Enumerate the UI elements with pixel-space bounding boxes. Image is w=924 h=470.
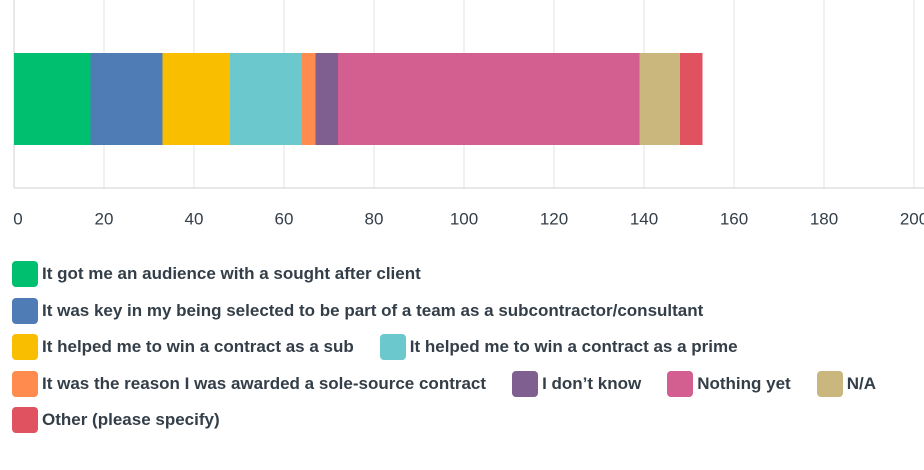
bar-segment (338, 53, 640, 145)
bar-segment (680, 53, 703, 145)
legend-swatch (816, 370, 843, 397)
legend-label: I don’t know (542, 373, 642, 393)
legend-item: It helped me to win a contract as a prim… (379, 329, 738, 366)
x-tick-label: 20 (95, 209, 114, 228)
x-tick-label: 80 (365, 209, 384, 228)
legend-swatch (12, 261, 38, 288)
legend-label: It got me an audience with a sought afte… (42, 264, 421, 284)
x-tick-label: 60 (275, 209, 294, 228)
bar-segment (302, 53, 316, 145)
bar-segment (90, 53, 163, 145)
legend-label: It helped me to win a contract as a prim… (409, 337, 738, 357)
legend-label: N/A (846, 373, 876, 393)
legend-item: Other (please specify) (12, 402, 220, 439)
legend-label: Other (please specify) (42, 410, 220, 430)
legend-swatch (12, 297, 38, 324)
bar-segment (162, 53, 230, 145)
legend-item: It was the reason I was awarded a sole-s… (12, 366, 486, 403)
x-tick-label: 40 (185, 209, 204, 228)
legend-item: It got me an audience with a sought afte… (12, 256, 421, 293)
chart: 0 20 40 60 80 100 120 140 160 180 200 (13, 0, 924, 228)
bar-segment (639, 53, 680, 145)
legend-swatch (667, 370, 694, 397)
bar-segment (315, 53, 338, 145)
legend-item: It was key in my being selected to be pa… (12, 293, 703, 330)
x-tick-label: 100 (450, 209, 478, 228)
legend-swatch (12, 334, 38, 361)
legend-item: N/A (816, 366, 876, 403)
legend-swatch (512, 370, 539, 397)
x-tick-label: 180 (810, 209, 838, 228)
bar-segment (14, 53, 91, 145)
x-tick-label: 0 (13, 209, 22, 228)
legend-item: I don’t know (512, 366, 641, 403)
x-tick-label: 160 (720, 209, 748, 228)
bar-segment (230, 53, 302, 145)
x-tick-label: 140 (630, 209, 658, 228)
legend-label: Nothing yet (697, 373, 791, 393)
x-tick-label: 120 (540, 209, 568, 228)
legend-item: It helped me to win a contract as a sub (12, 329, 354, 366)
legend: It got me an audience with a sought afte… (12, 256, 924, 439)
x-tick-label: 200 (900, 209, 924, 228)
legend-swatch (379, 334, 406, 361)
legend-item: Nothing yet (667, 366, 791, 403)
legend-swatch (12, 370, 38, 397)
legend-label: It helped me to win a contract as a sub (42, 337, 354, 357)
legend-swatch (12, 407, 38, 434)
legend-label: It was key in my being selected to be pa… (42, 300, 704, 320)
legend-label: It was the reason I was awarded a sole-s… (42, 373, 487, 393)
